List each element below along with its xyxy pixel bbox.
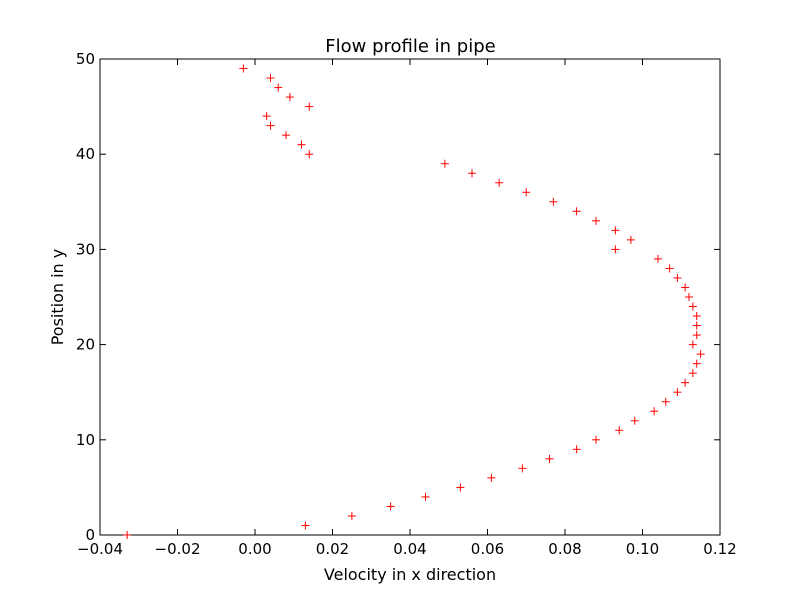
x-tick-label: 0.02 [316,540,349,558]
chart-title: Flow profile in pipe [325,36,495,57]
x-tick-label: 0.00 [238,540,271,558]
data-point [696,350,705,359]
data-point [572,207,581,216]
data-point [347,511,356,520]
data-point [549,197,558,206]
data-point [572,445,581,454]
data-point [630,416,639,425]
data-point [681,378,690,387]
data-point [611,245,620,254]
data-point [592,216,600,225]
data-point [386,502,395,511]
data-point [688,302,697,311]
data-point [692,321,701,330]
data-point [685,293,693,301]
data-point [305,150,314,159]
data-point [688,340,697,349]
y-tick-label: 30 [76,240,95,258]
data-point [266,74,275,83]
data-point [297,140,306,149]
data-point [661,397,670,406]
y-tick-label: 40 [76,145,95,163]
data-point [487,473,496,482]
data-point [592,435,600,444]
data-point [692,312,701,321]
x-tick-label: −0.04 [77,540,123,558]
x-tick-label: −0.02 [155,540,201,558]
data-point [615,426,624,435]
data-point [456,483,465,492]
y-tick-label: 10 [76,431,95,449]
data-markers [123,64,705,539]
data-point [239,64,248,73]
data-point [440,159,449,168]
data-point [301,521,310,530]
data-point [650,407,659,416]
data-point [673,388,682,397]
x-axis-label: Velocity in x direction [324,565,496,584]
data-point [266,121,275,130]
data-point [262,112,271,121]
data-point [626,235,635,244]
x-tick-label: 0.10 [626,540,659,558]
plot-area-frame [99,58,721,536]
y-axis-label: Position in y [48,249,67,346]
data-point [285,93,294,102]
data-point [611,226,620,235]
data-point [123,531,132,539]
data-point [545,454,554,463]
data-point [688,369,697,378]
data-point [654,254,662,263]
x-tick-label: 0.06 [471,540,504,558]
data-point [692,359,701,368]
data-point [518,464,527,473]
axis-tick-labels: −0.04 −0.02 0.00 0.02 0.04 0.06 0.08 0.10 0.12 0 1… [76,50,737,558]
data-point [421,492,430,501]
y-tick-label: 20 [76,336,95,354]
data-point [495,178,504,187]
axis-ticks [99,58,721,536]
data-point [692,331,701,340]
x-tick-label: 0.08 [548,540,581,558]
data-point [681,283,690,292]
data-point [305,102,314,111]
x-tick-label: 0.04 [393,540,426,558]
data-point [673,273,682,282]
data-point [522,188,531,197]
data-point [665,264,674,273]
y-tick-label: 50 [76,50,95,68]
data-point [468,169,476,178]
y-tick-label: 0 [85,526,95,544]
data-point [274,83,283,92]
data-point [282,131,290,140]
x-tick-label: 0.12 [703,540,736,558]
